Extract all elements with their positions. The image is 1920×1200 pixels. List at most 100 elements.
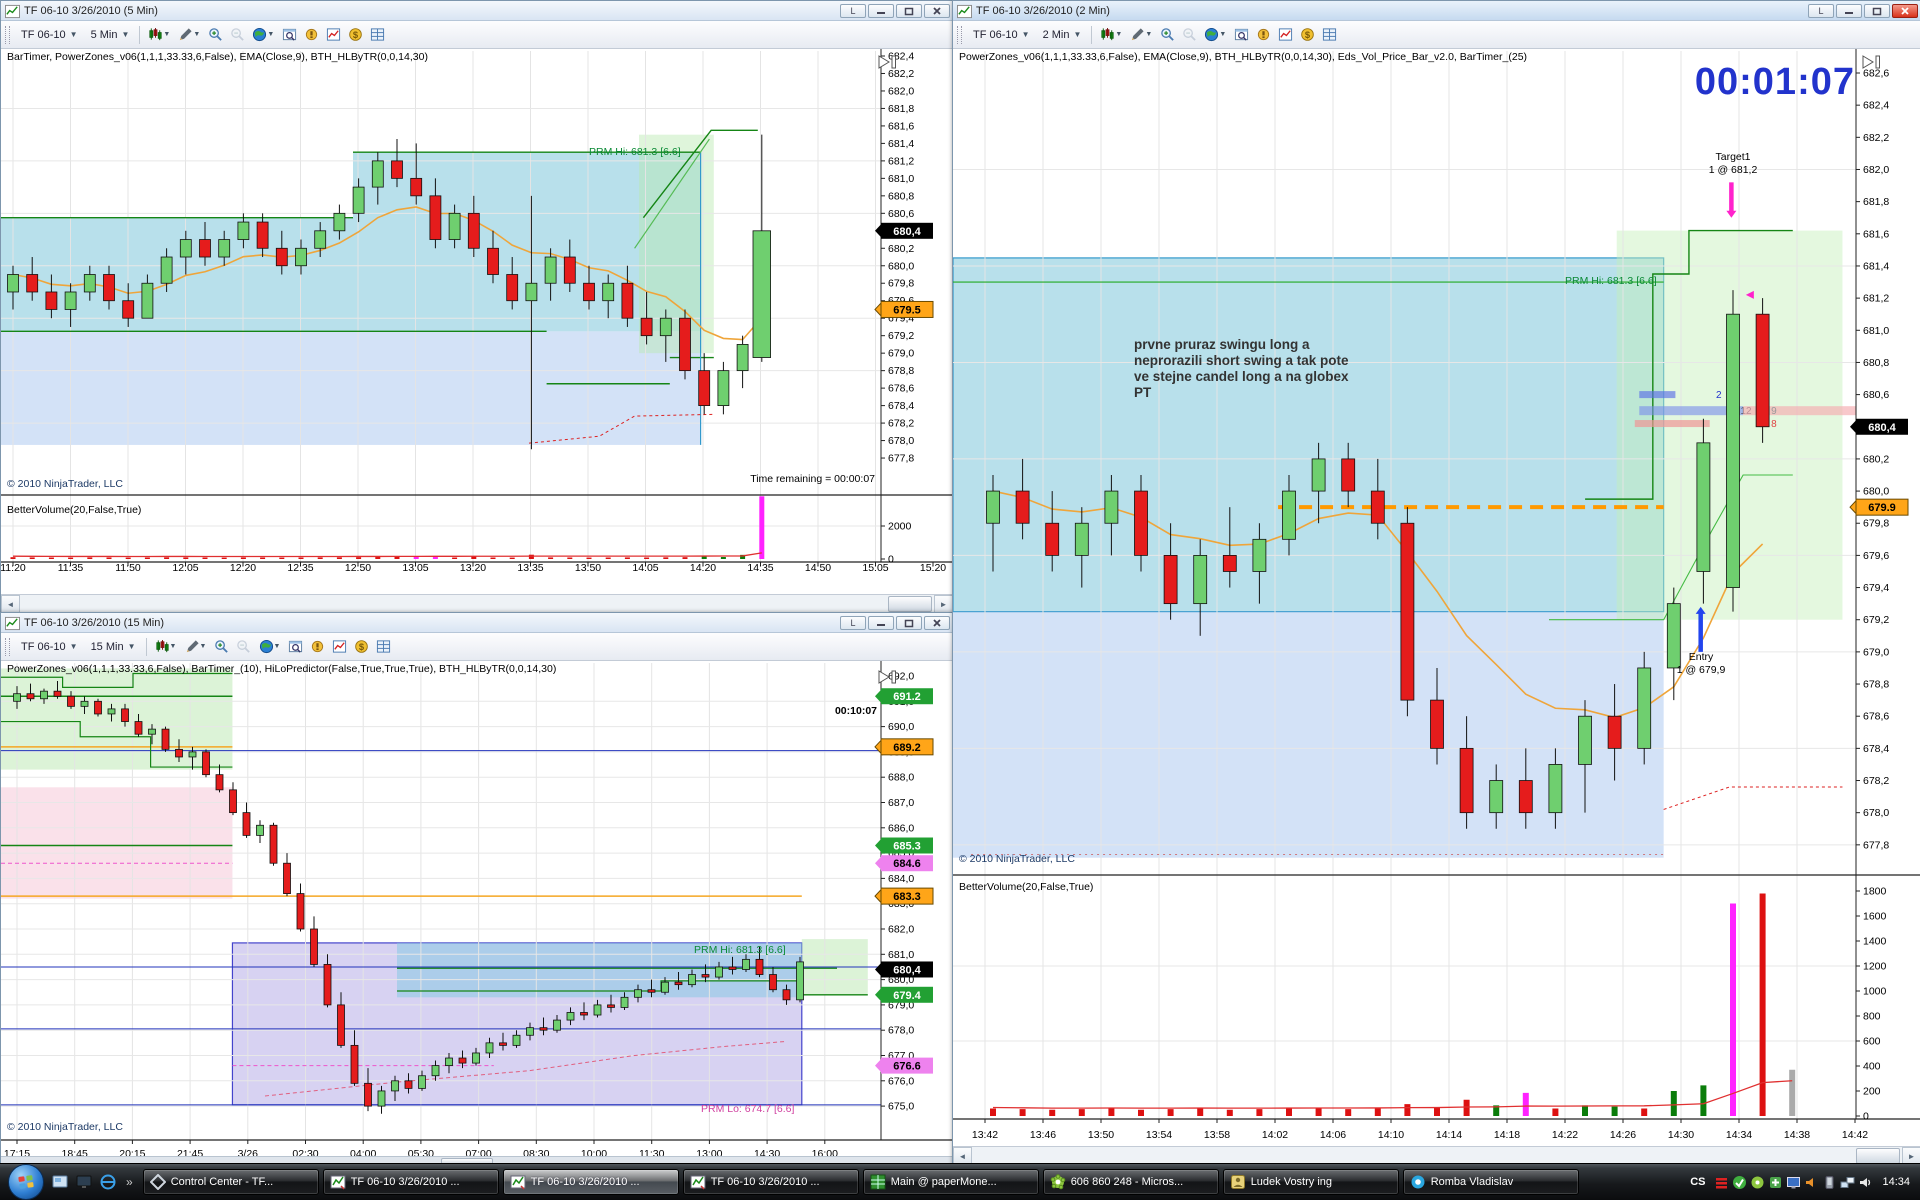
zoom-out-button[interactable] — [1179, 25, 1199, 45]
taskbar-button[interactable]: Ludek Vostry ing — [1222, 1169, 1399, 1195]
minimize-button[interactable] — [868, 3, 894, 18]
taskbar-button[interactable]: TF 06-10 3/26/2010 ... — [502, 1169, 679, 1195]
restore-button[interactable] — [896, 3, 922, 18]
candle — [40, 690, 48, 700]
language-indicator[interactable]: CS — [1690, 1176, 1706, 1188]
status-red-icon[interactable] — [1714, 1175, 1729, 1190]
chevron-down-icon: ▼ — [69, 30, 78, 39]
properties-button[interactable] — [367, 25, 387, 45]
volume-bar — [10, 557, 16, 559]
restore-button[interactable] — [1864, 3, 1890, 18]
interval-dropdown[interactable]: 5 Min ▼ — [86, 26, 135, 44]
toolbar-grip[interactable] — [5, 637, 10, 656]
volume-icon[interactable] — [1858, 1175, 1873, 1190]
mini-chart-button[interactable] — [330, 637, 350, 657]
icq-flower-icon[interactable] — [1750, 1175, 1765, 1190]
svg-text:679,2: 679,2 — [1863, 614, 1889, 626]
link-button[interactable]: L — [840, 3, 866, 18]
link-button[interactable]: L — [1808, 3, 1834, 18]
drawing-tools-button[interactable]: ▼ — [175, 25, 203, 45]
instrument-link-button[interactable]: ▼ — [256, 637, 284, 657]
zoom-in-button[interactable] — [1157, 25, 1177, 45]
chart-style-button[interactable]: ▼ — [145, 25, 173, 45]
taskbar-button[interactable]: TF 06-10 3/26/2010 ... — [682, 1169, 859, 1195]
phone-gray-icon[interactable] — [1822, 1175, 1837, 1190]
titlebar-15min[interactable]: TF 06-10 3/26/2010 (15 Min) L — [1, 613, 953, 633]
chart-area-5min[interactable]: 682,4 682,2 682,0 681,8 681,6 681,4 681,2 681,0… — [1, 49, 953, 594]
instrument-link-button[interactable]: ▼ — [1201, 25, 1229, 45]
taskbar-clock[interactable]: 14:34 — [1882, 1176, 1910, 1188]
price-chart-15min: 692,0691,0690,0689,0688,0687,0686,0685,0… — [1, 661, 953, 1160]
drawing-tools-button[interactable]: ▼ — [1127, 25, 1155, 45]
candle — [202, 751, 210, 776]
account-button[interactable]: $ — [352, 637, 372, 657]
data-series-button[interactable] — [286, 637, 306, 657]
close-button[interactable] — [924, 615, 950, 630]
restore-button[interactable] — [896, 615, 922, 630]
horizontal-scrollbar[interactable]: ◄ ► — [1, 594, 953, 613]
instrument-dropdown[interactable]: TF 06-10 ▼ — [968, 26, 1035, 44]
toolbar-grip[interactable] — [957, 25, 962, 44]
display-blue-icon[interactable] — [1786, 1175, 1801, 1190]
horizontal-scrollbar[interactable] — [1, 1156, 953, 1164]
quick-launch-overflow-chevron[interactable]: » — [126, 1175, 133, 1189]
close-button[interactable] — [924, 3, 950, 18]
scrollbar-thumb[interactable] — [1856, 1148, 1900, 1164]
properties-button[interactable] — [374, 637, 394, 657]
taskbar-button[interactable]: Control Center - TF... — [142, 1169, 319, 1195]
chart-style-button[interactable]: ▼ — [152, 637, 180, 657]
mini-chart-button[interactable] — [323, 25, 343, 45]
internet-explorer-icon[interactable] — [98, 1172, 118, 1192]
start-button[interactable] — [8, 1164, 44, 1200]
scrollbar-track[interactable] — [20, 595, 934, 613]
interval-dropdown[interactable]: 2 Min ▼ — [1038, 26, 1087, 44]
chart-style-button[interactable]: ▼ — [1097, 25, 1125, 45]
speaker-orange-icon[interactable] — [1804, 1175, 1819, 1190]
instrument-dropdown[interactable]: TF 06-10 ▼ — [16, 638, 83, 656]
alert-button[interactable] — [308, 637, 328, 657]
interval-dropdown[interactable]: 15 Min ▼ — [86, 638, 141, 656]
zoom-in-button[interactable] — [212, 637, 232, 657]
mini-chart-button[interactable] — [1275, 25, 1295, 45]
data-series-button[interactable] — [1231, 25, 1251, 45]
link-button[interactable]: L — [840, 615, 866, 630]
titlebar-2min[interactable]: TF 06-10 3/26/2010 (2 Min) L — [953, 1, 1920, 21]
account-button[interactable]: $ — [1297, 25, 1317, 45]
alert-button[interactable] — [301, 25, 321, 45]
svg-text:15:20: 15:20 — [920, 562, 946, 574]
taskbar-button[interactable]: TF 06-10 3/26/2010 ... — [322, 1169, 499, 1195]
time-axis[interactable]: 11:20 11:35 11:50 12:05 12:20 12:35 12:50 13:05… — [1, 562, 946, 574]
monitor-icon[interactable] — [74, 1172, 94, 1192]
chart-area-15min[interactable]: 692,0691,0690,0689,0688,0687,0686,0685,0… — [1, 661, 953, 1164]
minimize-button[interactable] — [1836, 3, 1862, 18]
instrument-dropdown[interactable]: TF 06-10 ▼ — [16, 26, 83, 44]
scrollbar-thumb[interactable] — [441, 1158, 493, 1164]
titlebar-5min[interactable]: TF 06-10 3/26/2010 (5 Min) L — [1, 1, 953, 21]
zoom-out-button[interactable] — [234, 637, 254, 657]
update-green-icon[interactable] — [1768, 1175, 1783, 1190]
taskbar-button[interactable]: 606 860 248 - Micros... — [1042, 1169, 1219, 1195]
toolbar-grip[interactable] — [5, 25, 10, 44]
taskbar-button[interactable]: Romba Vladislav — [1402, 1169, 1579, 1195]
show-desktop-icon[interactable] — [50, 1172, 70, 1192]
minimize-button[interactable] — [868, 615, 894, 630]
zoom-in-button[interactable] — [205, 25, 225, 45]
account-button[interactable]: $ — [345, 25, 365, 45]
time-axis[interactable]: 13:42 13:46 13:50 13:54 13:58 14:02 14:06 14:10… — [972, 1119, 1868, 1141]
scrollbar-thumb[interactable] — [888, 596, 932, 612]
horizontal-scrollbar[interactable]: ◄ ► — [953, 1146, 1920, 1165]
properties-button[interactable] — [1319, 25, 1339, 45]
instrument-link-button[interactable]: ▼ — [249, 25, 277, 45]
taskbar-button[interactable]: Main @ paperMone... — [862, 1169, 1039, 1195]
close-button[interactable] — [1892, 3, 1918, 18]
volume-bar — [509, 557, 515, 559]
alert-button[interactable] — [1253, 25, 1273, 45]
data-series-button[interactable] — [279, 25, 299, 45]
check-green-icon[interactable] — [1732, 1175, 1747, 1190]
scroll-left-button[interactable]: ◄ — [1, 595, 20, 613]
network-icon[interactable] — [1840, 1175, 1855, 1190]
drawing-tools-button[interactable]: ▼ — [182, 637, 210, 657]
chart-area-2min[interactable]: 21298682,6682,4682,2682,0681,8681,6681,4… — [953, 49, 1920, 1146]
scroll-right-button[interactable]: ► — [934, 595, 953, 613]
zoom-out-button[interactable] — [227, 25, 247, 45]
